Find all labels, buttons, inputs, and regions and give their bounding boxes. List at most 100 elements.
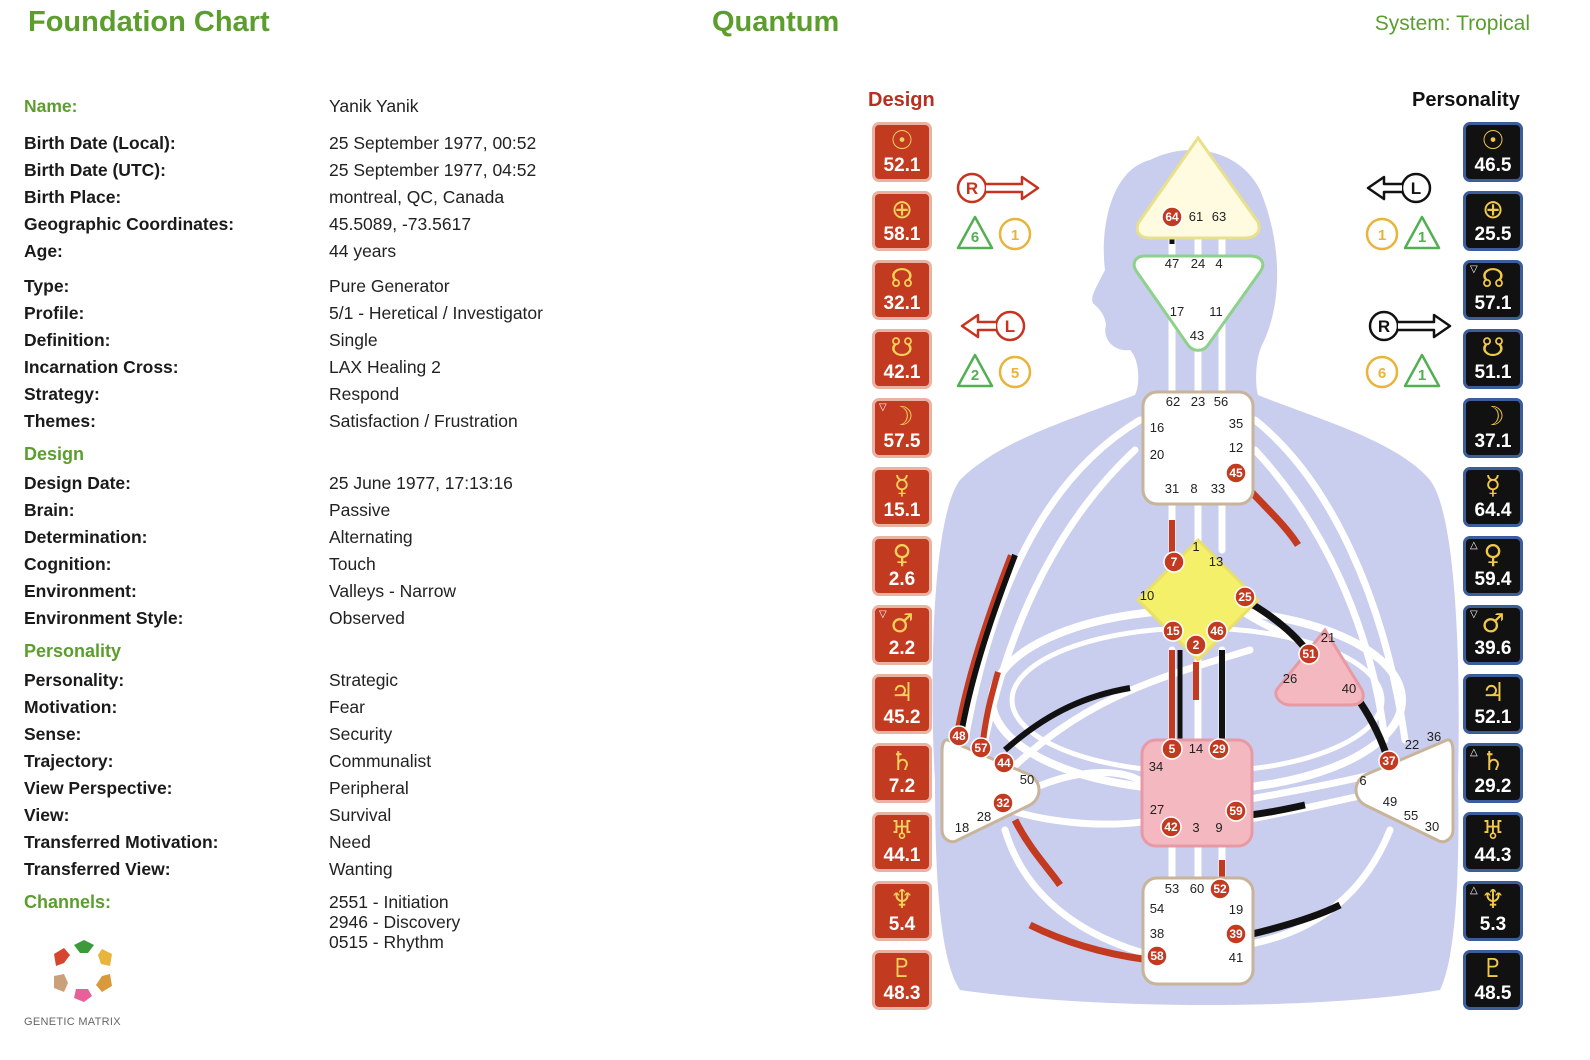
personality-planet-mars[interactable]: ▽ ♂ 39.6 [1463, 605, 1523, 665]
info-value: Fear [329, 697, 365, 717]
active-gate-marker [992, 792, 1014, 814]
design-planet-south-node[interactable]: ☋ 42.1 [872, 329, 932, 389]
gate-number-14: 14 [1189, 741, 1203, 756]
arrow-letter: L [1411, 179, 1421, 198]
gate-number-34: 34 [1149, 759, 1163, 774]
personality-planet-neptune[interactable]: △ ♆ 5.3 [1463, 881, 1523, 941]
gate-number-35: 35 [1229, 416, 1243, 431]
personality-planet-uranus[interactable]: ♅ 44.3 [1463, 812, 1523, 872]
mars-icon: ♂ [890, 609, 914, 639]
info-value: montreal, QC, Canada [329, 187, 505, 207]
defined-channel [953, 554, 1012, 741]
design-planet-mars[interactable]: ▽ ♂ 2.2 [872, 605, 932, 665]
gate-number-43: 43 [1190, 328, 1204, 343]
gate-number-25: 25 [1238, 590, 1252, 604]
design-planet-saturn[interactable]: ♄ 7.2 [872, 743, 932, 803]
design-planet-uranus[interactable]: ♅ 44.1 [872, 812, 932, 872]
info-value: Need [329, 832, 371, 852]
arrow-shape [1398, 313, 1452, 339]
spleen-center [940, 738, 1041, 844]
info-label: Birth Date (UTC): [24, 160, 166, 180]
personality-planet-mercury[interactable]: ☿ 64.4 [1463, 467, 1523, 527]
gate-number-28: 28 [977, 809, 991, 824]
gate-number-36: 36 [1427, 729, 1441, 744]
design-planet-earth[interactable]: ⊕ 58.1 [872, 191, 932, 251]
gate-number-11: 11 [1209, 304, 1223, 319]
info-label: Birth Date (Local): [24, 133, 176, 153]
defined-channel [1003, 685, 1131, 753]
gate-number-27: 27 [1150, 802, 1164, 817]
gate-number-57: 57 [974, 741, 988, 755]
mercury-icon: ☿ [1485, 471, 1501, 501]
personality-planet-north-node[interactable]: ▽ ☊ 57.1 [1463, 260, 1523, 320]
active-gate-marker [1161, 206, 1183, 228]
gate-number-10: 10 [1140, 588, 1154, 603]
pluto-icon: ♇ [890, 954, 914, 984]
info-value: 5/1 - Heretical / Investigator [329, 303, 543, 323]
gate-number-38: 38 [1150, 926, 1164, 941]
design-planet-moon[interactable]: ▽ ☽ 57.5 [872, 398, 932, 458]
defined-channel [1028, 921, 1151, 964]
south-node-icon: ☋ [1481, 333, 1505, 363]
gate-number-48: 48 [952, 729, 966, 743]
active-gate-marker [993, 752, 1015, 774]
active-gate-marker [1185, 634, 1207, 656]
gate-number-46: 46 [1210, 624, 1224, 638]
info-label: Motivation: [24, 697, 118, 717]
planet-gate-line: 2.2 [888, 638, 916, 659]
gate-number-55: 55 [1404, 808, 1418, 823]
gate-number-33: 33 [1211, 481, 1225, 496]
personality-planet-pluto[interactable]: ♇ 48.5 [1463, 950, 1523, 1010]
personality-planet-saturn[interactable]: △ ♄ 29.2 [1463, 743, 1523, 803]
active-gate-marker [1234, 586, 1256, 608]
design-planet-pluto[interactable]: ♇ 48.3 [872, 950, 932, 1010]
active-gate-marker [1161, 738, 1183, 760]
north-node-icon: ☊ [1481, 264, 1505, 294]
channels-list: 2551 - Initiation 2946 - Discovery 0515 - … [329, 892, 460, 952]
gate-number-6: 6 [1359, 773, 1366, 788]
design-planet-neptune[interactable]: ♆ 5.4 [872, 881, 932, 941]
gate-number-37: 37 [1382, 754, 1396, 768]
gate-number-13: 13 [1209, 554, 1223, 569]
personality-planet-earth[interactable]: ⊕ 25.5 [1463, 191, 1523, 251]
moon-icon: ☽ [890, 402, 914, 432]
planet-gate-line: 29.2 [1474, 776, 1512, 797]
info-label: Incarnation Cross: [24, 357, 179, 377]
design-planet-mercury[interactable]: ☿ 15.1 [872, 467, 932, 527]
personality-planet-venus[interactable]: △ ♀ 59.4 [1463, 536, 1523, 596]
retro-mark: △ [1470, 885, 1478, 896]
gate-number-18: 18 [955, 820, 969, 835]
planet-gate-line: 57.5 [883, 431, 921, 452]
personality-planet-south-node[interactable]: ☋ 51.1 [1463, 329, 1523, 389]
gate-number-21: 21 [1321, 630, 1335, 645]
design-planet-jupiter[interactable]: ♃ 45.2 [872, 674, 932, 734]
personality-planet-moon[interactable]: ☽ 37.1 [1463, 398, 1523, 458]
tone-number: 1 [1418, 367, 1426, 384]
gate-number-63: 63 [1212, 209, 1226, 224]
design-planet-north-node[interactable]: ☊ 32.1 [872, 260, 932, 320]
info-label: View Perspective: [24, 778, 173, 798]
design-planet-sun[interactable]: ☉ 52.1 [872, 122, 932, 182]
info-label: Transferred View: [24, 859, 171, 879]
channel-path [1241, 826, 1394, 949]
retro-mark: ▽ [879, 609, 887, 620]
gate-number-49: 49 [1383, 794, 1397, 809]
info-value: Respond [329, 384, 400, 404]
info-label: Sense: [24, 724, 82, 744]
info-label: Personality: [24, 670, 125, 690]
design-planet-venus[interactable]: ♀ 2.6 [872, 536, 932, 596]
retro-mark: △ [1470, 747, 1478, 758]
personality-planet-jupiter[interactable]: ♃ 52.1 [1463, 674, 1523, 734]
personality-planet-sun[interactable]: ☉ 46.5 [1463, 122, 1523, 182]
tone-triangle [1403, 353, 1441, 388]
active-gate-marker [1378, 750, 1400, 772]
info-value: Satisfaction / Frustration [329, 411, 518, 431]
planet-gate-line: 48.5 [1474, 983, 1512, 1004]
pluto-icon: ♇ [1481, 954, 1505, 984]
info-value: Observed [329, 608, 405, 628]
info-value: Yanik Yanik [329, 96, 419, 116]
root-center [1141, 876, 1255, 986]
planet-gate-line: 32.1 [883, 293, 921, 314]
gate-number-56: 56 [1214, 394, 1228, 409]
defined-channel [957, 553, 1018, 741]
